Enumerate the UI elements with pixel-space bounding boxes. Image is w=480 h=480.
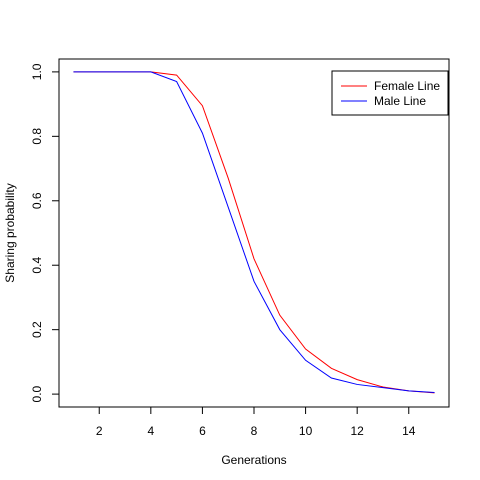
- y-tick-label: 0.8: [30, 128, 44, 145]
- legend-box: [331, 70, 449, 116]
- y-axis: 0.0 0.2 0.4 0.6 0.8 1.0: [30, 63, 59, 402]
- x-tick-label: 10: [299, 424, 313, 438]
- y-tick-label: 0.4: [30, 257, 44, 274]
- x-tick-label: 2: [96, 424, 103, 438]
- legend-label-female-line: Female Line: [374, 79, 440, 93]
- legend: Female Line Male Line: [331, 70, 449, 116]
- series-layer: [73, 71, 435, 394]
- y-tick-label: 0.0: [30, 385, 44, 402]
- y-tick-label: 0.6: [30, 192, 44, 209]
- series-line-male-line: [73, 71, 435, 393]
- x-tick-label: 14: [402, 424, 416, 438]
- x-axis-label: Generations: [221, 453, 286, 467]
- x-tick-label: 4: [147, 424, 154, 438]
- y-axis-label: Sharing probability: [3, 183, 17, 282]
- x-axis: 2 4 6 8 10 12 14: [96, 407, 416, 438]
- legend-label-male-line: Male Line: [374, 94, 426, 108]
- x-tick-label: 8: [251, 424, 258, 438]
- y-tick-label: 0.2: [30, 321, 44, 338]
- y-tick-label: 1.0: [30, 63, 44, 80]
- x-tick-label: 6: [199, 424, 206, 438]
- x-tick-label: 12: [350, 424, 364, 438]
